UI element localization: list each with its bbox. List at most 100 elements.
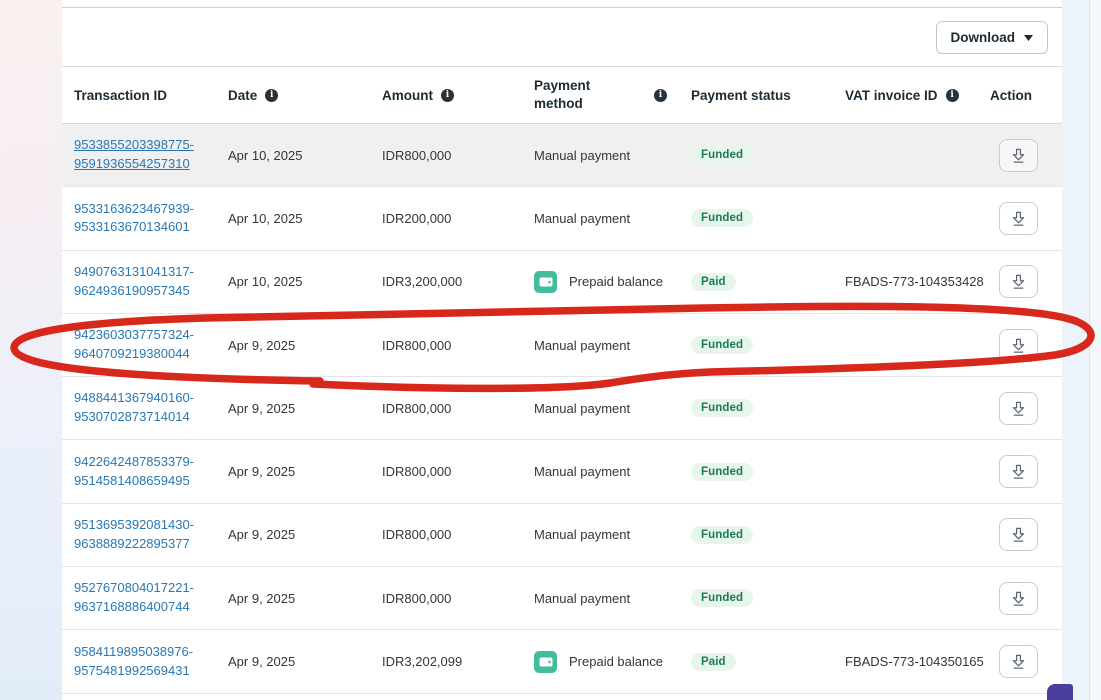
transaction-date: Apr 9, 2025 [228,400,296,416]
payment-status-badge: Funded [691,589,754,608]
transaction-amount: IDR800,000 [382,590,452,606]
page-background-right [1062,0,1101,700]
column-header-label: VAT invoice ID [845,87,938,103]
row-download-button[interactable] [999,391,1038,425]
download-icon [1012,401,1025,416]
page-background-left [0,0,62,700]
payment-status-badge: Paid [691,272,736,291]
download-icon [1012,148,1025,163]
transaction-id-link[interactable]: 9533163623467939- 9533163670134601 [74,200,195,235]
transaction-id-link[interactable]: 9513695392081430- 9638889222895377 [74,517,195,551]
table-row: 9533163623467939- 9533163670134601 Apr 10,… [62,187,1062,251]
column-header-label: Transaction ID [74,87,168,103]
download-icon [1012,274,1025,290]
row-download-button[interactable] [999,645,1038,679]
payment-method-cell: Manual payment [534,338,691,353]
payment-status-badge: Funded [691,399,754,418]
transaction-amount: IDR800,000 [382,464,452,480]
payment-method-cell: Manual payment [534,211,691,226]
row-download-button[interactable] [999,455,1038,489]
column-header-date: Date i [228,88,382,103]
download-icon [1012,464,1025,479]
payment-method-label: Manual payment [534,590,631,606]
payment-status-badge: Funded [691,146,754,165]
table-row: 9527670804017221- 9637168886400744 Apr 9, … [62,567,1062,631]
payment-method-label: Manual payment [534,337,631,353]
table-row: 9584119895038976- 9575481992569431 Apr 9, … [62,630,1062,694]
transaction-id-link[interactable]: 9422642487853379- 9514581408659495 [74,453,195,488]
payment-method-cell: Prepaid balance [534,650,691,673]
payment-status-badge: Paid [691,652,736,671]
info-icon[interactable]: i [654,88,667,102]
payment-method-cell: Manual payment [534,148,691,163]
payment-method-label: Manual payment [534,210,631,226]
table-toolbar: Download [62,8,1062,67]
transaction-date: Apr 9, 2025 [228,654,296,670]
payment-status-badge: Funded [691,336,754,355]
vat-invoice-id: FBADS-773-104353428 [845,274,984,290]
prepaid-wallet-icon [534,270,557,293]
transaction-amount: IDR3,202,099 [382,654,463,670]
row-download-button[interactable] [999,518,1038,552]
transaction-amount: IDR3,200,000 [382,274,463,290]
transaction-id-link[interactable]: 9584119895038976- 9575481992569431 [74,643,194,678]
payment-method-label: Manual payment [534,527,631,543]
info-icon[interactable]: i [265,88,279,102]
download-icon [1012,211,1025,226]
chevron-down-icon [1024,34,1033,41]
payment-method-cell: Manual payment [534,464,691,479]
info-icon[interactable]: i [441,88,454,102]
transaction-id-link[interactable]: 9488441367940160- 9530702873714014 [74,390,195,425]
transaction-date: Apr 10, 2025 [228,210,303,226]
info-icon[interactable]: i [945,88,959,102]
table-row: 9490763131041317- 9624936190957345 Apr 10,… [62,250,1062,314]
payment-method-cell: Manual payment [534,527,691,542]
column-header-amount: Amount i [382,88,534,103]
download-icon [1012,338,1025,353]
download-button[interactable]: Download [935,21,1048,54]
row-download-button[interactable] [999,201,1038,235]
transaction-id-link[interactable]: 9423603037757324- 9640709219380044 [74,327,195,362]
column-header-label: Amount [382,87,433,103]
vat-invoice-id: FBADS-773-104350165 [845,654,984,670]
download-icon [1012,528,1025,543]
row-download-button[interactable] [999,581,1038,615]
transaction-amount: IDR800,000 [382,147,452,163]
card-top-divider [62,0,1062,8]
column-header-label: Action [990,87,1032,103]
payment-method-label: Manual payment [534,464,631,480]
transaction-id-link[interactable]: 9527670804017221- 9637168886400744 [74,580,195,615]
payment-status-badge: Funded [691,525,754,544]
transaction-amount: IDR800,000 [382,527,452,543]
row-download-button[interactable] [999,328,1038,362]
payment-method-label: Prepaid balance [569,654,663,670]
payment-status-badge: Funded [691,209,754,228]
prepaid-wallet-icon [534,650,557,673]
transaction-date: Apr 9, 2025 [228,590,296,606]
chat-widget-corner[interactable] [1047,684,1073,700]
transaction-amount: IDR200,000 [382,210,452,226]
transaction-date: Apr 9, 2025 [228,337,296,353]
download-button-label: Download [950,30,1016,45]
payment-method-cell: Manual payment [534,591,691,606]
transaction-amount: IDR800,000 [382,400,452,416]
column-header-vat: VAT invoice ID i [845,88,990,103]
row-download-button[interactable] [999,265,1038,299]
payment-method-cell: Manual payment [534,401,691,416]
column-header-label: Payment status [691,87,791,103]
payment-method-cell: Prepaid balance [534,270,691,293]
transaction-id-link[interactable]: 9533855203398775- 9591936554257310 [74,137,195,172]
transaction-date: Apr 9, 2025 [228,527,296,543]
row-download-button[interactable] [999,138,1038,172]
payment-method-label: Prepaid balance [569,274,663,290]
column-header-id: Transaction ID [74,88,228,103]
transaction-amount: IDR800,000 [382,337,452,353]
transaction-id-link[interactable]: 9490763131041317- 9624936190957345 [74,263,195,298]
table-row: 9422642487853379- 9514581408659495 Apr 9, … [62,440,1062,504]
transaction-date: Apr 9, 2025 [228,464,296,480]
column-header-method: Payment method i [534,77,691,113]
download-icon [1012,591,1025,606]
table-header-row: Transaction ID Date i Amount i Payment method… [62,67,1062,124]
table-row: 9513695392081430- 9638889222895377 Apr 9, … [62,503,1062,568]
payment-status-badge: Funded [691,462,754,481]
